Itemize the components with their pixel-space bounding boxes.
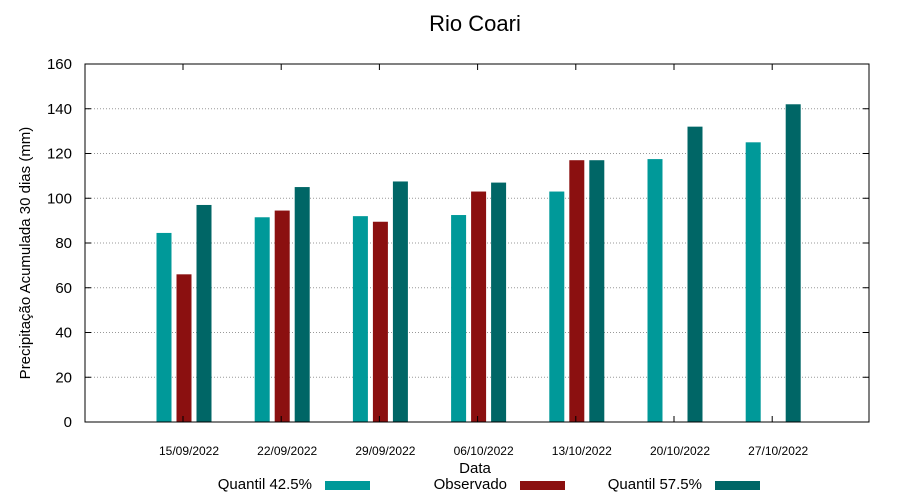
bar [196, 204, 212, 422]
x-tick-label: 13/10/2022 [552, 444, 612, 458]
x-tick-label: 22/09/2022 [257, 444, 317, 458]
bars-group [156, 104, 801, 423]
bar [254, 217, 270, 422]
x-tick-label: 29/09/2022 [355, 444, 415, 458]
legend-swatch [325, 481, 370, 490]
y-tick-label: 0 [64, 414, 72, 431]
y-tick-label: 160 [47, 56, 72, 73]
bar [156, 232, 172, 422]
legend-label: Quantil 57.5% [608, 476, 702, 493]
bar [647, 159, 663, 422]
bar [451, 215, 467, 422]
legend-label: Observado [434, 476, 507, 493]
bar [549, 191, 565, 422]
bar [274, 210, 290, 422]
x-tick-label: 06/10/2022 [454, 444, 514, 458]
x-axis-label: Data [459, 460, 491, 477]
y-tick-label: 20 [55, 369, 72, 386]
bar [471, 191, 487, 422]
x-tick-label: 20/10/2022 [650, 444, 710, 458]
y-tick-label: 80 [55, 235, 72, 252]
legend: Quantil 42.5% Observado Quantil 57.5% [218, 476, 760, 493]
bar [176, 274, 192, 422]
bar [352, 216, 368, 422]
legend-swatch [520, 481, 565, 490]
chart-title: Rio Coari [429, 11, 521, 36]
y-tick-label: 120 [47, 146, 72, 163]
x-tick-label: 15/09/2022 [159, 444, 219, 458]
bar [589, 160, 605, 422]
legend-swatch [715, 481, 760, 490]
legend-label: Quantil 42.5% [218, 476, 312, 493]
y-tick-label: 40 [55, 325, 72, 342]
bar [491, 182, 507, 422]
bar [392, 181, 408, 422]
bar [687, 126, 703, 423]
y-tick-label: 100 [47, 190, 72, 207]
bar [745, 142, 761, 422]
y-axis-ticks: 0 20 40 60 80 100 120 140 160 [47, 56, 869, 431]
bar [785, 104, 801, 423]
bar [569, 160, 585, 422]
y-tick-label: 60 [55, 280, 72, 297]
bar [372, 221, 388, 422]
y-tick-label: 140 [47, 101, 72, 118]
bar [294, 187, 310, 422]
x-axis-ticks: 15/09/2022 22/09/2022 29/09/2022 06/10/2022… [159, 64, 809, 458]
x-tick-label: 27/10/2022 [748, 444, 808, 458]
y-axis-label: Precipitação Acumulada 30 dias (mm) [17, 127, 34, 380]
